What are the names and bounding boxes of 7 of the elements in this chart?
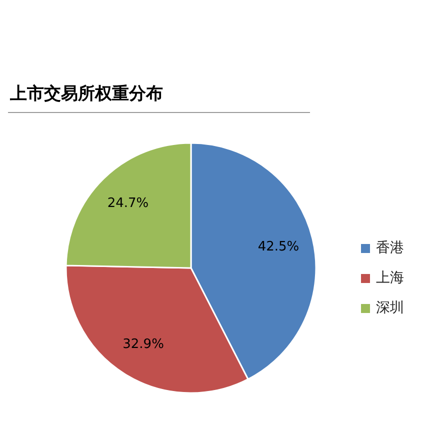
legend-label: 上海 — [376, 269, 404, 287]
data-label: 42.5% — [258, 239, 300, 254]
chart-title: 上市交易所权重分布 — [8, 68, 310, 113]
data-label: 24.7% — [107, 196, 149, 212]
legend-label: 深圳 — [376, 299, 404, 317]
legend-label: 香港 — [376, 239, 404, 257]
data-label: 32.9% — [122, 336, 164, 352]
